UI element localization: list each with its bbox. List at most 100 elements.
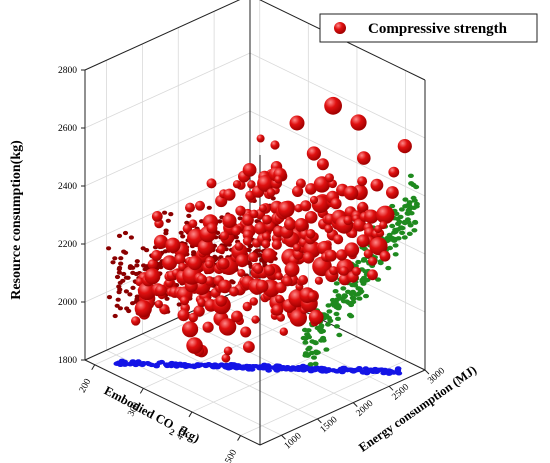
green-point [393, 211, 400, 216]
bubble-point [231, 310, 243, 323]
floor-point [356, 367, 364, 373]
z-tick-label: 2600 [58, 124, 77, 134]
bubble-point [231, 226, 241, 236]
dark-red-point [124, 306, 130, 311]
green-point [375, 277, 382, 282]
bubble-point [275, 294, 284, 304]
green-point [389, 203, 396, 209]
bubble-point [248, 252, 258, 263]
green-point [335, 316, 341, 321]
green-point [312, 361, 319, 366]
floor-point [173, 362, 180, 367]
green-point [336, 332, 343, 338]
green-point [314, 350, 321, 355]
green-point [357, 287, 364, 292]
x-axis-label-sub: 2 [168, 427, 177, 438]
green-point [311, 355, 317, 360]
dark-red-point [116, 284, 122, 289]
bubble-point [325, 249, 337, 262]
bubble-point [274, 175, 283, 184]
floor-point [265, 368, 273, 373]
bubble-point [333, 234, 344, 245]
green-point [330, 301, 337, 306]
green-point [408, 181, 415, 186]
dark-red-point [118, 256, 124, 261]
bubble-point [370, 178, 384, 192]
dark-red-point [114, 303, 120, 308]
bubble-point [154, 300, 163, 309]
bubble-point [388, 166, 400, 178]
bubble-point [144, 268, 161, 285]
green-point [308, 350, 315, 356]
dark-red-point [256, 248, 262, 253]
bubble-point [254, 221, 268, 235]
green-point [333, 281, 340, 286]
bubble-point [292, 185, 304, 197]
green-point [355, 259, 362, 265]
bubble-point [134, 300, 152, 318]
floor-point [119, 361, 126, 366]
bubble-point [357, 176, 368, 187]
bubble-point [151, 211, 163, 222]
bubble-point [162, 255, 178, 271]
floor-point [322, 369, 330, 374]
grid-line [249, 52, 426, 139]
bubble-point [186, 337, 203, 354]
bubble-point [262, 232, 271, 241]
bubble-point [275, 272, 283, 281]
bubble-point [222, 213, 237, 228]
bubble-point [348, 229, 357, 239]
bubble-point [258, 204, 267, 213]
bubble-point [177, 309, 190, 322]
dark-red-point [254, 219, 260, 224]
floor-point [384, 368, 391, 373]
floor-point [190, 363, 197, 368]
wall-points [300, 173, 420, 367]
green-point [340, 286, 347, 291]
bubble-point [247, 180, 256, 189]
bubble-point [271, 239, 282, 250]
bubble-point [277, 201, 295, 218]
bubble-point [221, 353, 231, 363]
frame-edge [84, 359, 261, 446]
bubble-point [223, 188, 236, 201]
green-point [395, 221, 401, 226]
green-point [356, 296, 363, 301]
dark-red-point [140, 246, 146, 251]
bubble-point [182, 321, 199, 338]
bubble-point [240, 326, 252, 338]
floor-point [344, 367, 351, 373]
bubble-point [289, 115, 305, 131]
dark-red-point [158, 265, 164, 270]
green-point [412, 219, 419, 225]
green-point [411, 228, 418, 233]
green-point [320, 335, 327, 341]
floor-point [261, 362, 268, 367]
bubble-point [187, 255, 203, 271]
green-point [341, 293, 348, 298]
green-point [397, 214, 404, 220]
green-point [401, 235, 408, 240]
green-point [407, 173, 414, 178]
green-point [300, 335, 307, 341]
green-point [398, 207, 405, 212]
bubble-point [293, 243, 301, 252]
green-point [318, 329, 325, 334]
green-point [335, 306, 342, 311]
bubble-point [155, 284, 167, 297]
bubble-point [376, 205, 395, 224]
grid-line [94, 289, 260, 366]
bubble-point [215, 295, 227, 307]
dark-red-point [122, 230, 129, 236]
floor-point [256, 365, 264, 370]
floor-point [299, 363, 307, 369]
y-tick-label: 2500 [390, 382, 411, 402]
bubble-point [153, 234, 169, 249]
floor-points [113, 358, 403, 376]
dark-red-point [115, 297, 121, 302]
green-point [329, 297, 336, 303]
dark-red-point [117, 280, 123, 285]
green-point [348, 302, 355, 308]
floor-point [318, 366, 325, 371]
